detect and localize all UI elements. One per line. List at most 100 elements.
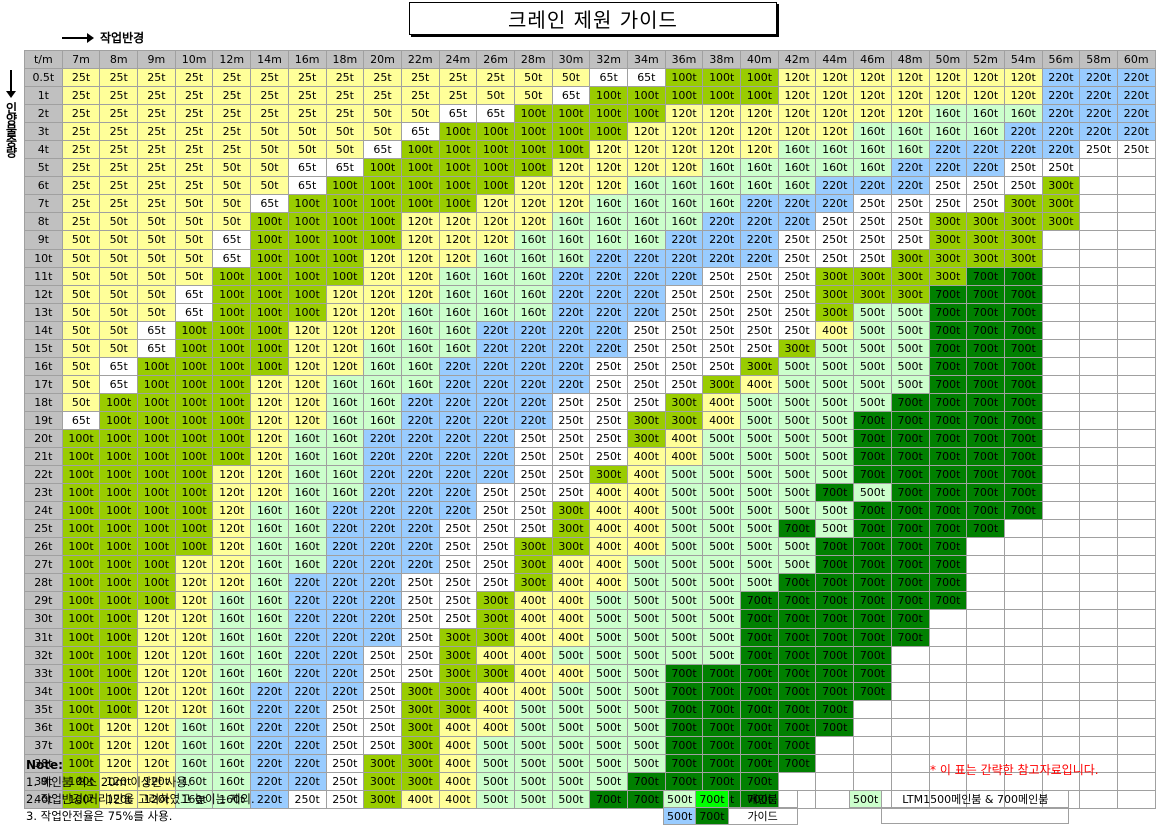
table-cell: 500t (740, 519, 779, 539)
table-cell: 220t (476, 320, 515, 340)
table-cell: 700t (890, 555, 930, 575)
table-cell: 65t (551, 86, 591, 106)
table-cell: 220t (250, 753, 289, 773)
table-cell: 250t (966, 176, 1005, 196)
table-cell: 700t (740, 591, 779, 611)
table-cell: 300t (815, 266, 855, 286)
table-row: 27t 100t 100t 100t 120t 120t 160t 160t 220t 220t 2… (24, 555, 1156, 575)
table-cell: 250t (438, 609, 478, 629)
table-cell: 160t (438, 338, 478, 358)
table-cell: 120t (664, 140, 704, 160)
table-cell: 100t (99, 555, 139, 575)
table-cell: 220t (740, 248, 779, 268)
table-row: 34t 100t 100t 120t 120t 160t 220t 220t 220t 250t 3… (24, 681, 1156, 701)
table-cell: 50t (287, 140, 327, 160)
table-cell: 160t (212, 609, 252, 629)
table-cell (853, 717, 892, 737)
table-cell: 220t (438, 374, 478, 394)
row-header: 19t (24, 410, 63, 430)
table-cell: 25t (61, 68, 101, 88)
table-cell: 100t (250, 302, 289, 322)
table-cell: 700t (740, 609, 779, 629)
table-cell: 100t (61, 465, 101, 485)
table-cell: 120t (513, 212, 553, 232)
table-cell: 160t (966, 104, 1005, 124)
row-header: 37t (24, 735, 63, 755)
table-cell: 500t (702, 555, 742, 575)
table-cell (1116, 699, 1156, 719)
row-header: 31t (24, 627, 63, 647)
table-cell (890, 753, 930, 773)
table-cell: 250t (589, 392, 628, 412)
table-cell: 220t (325, 519, 365, 539)
table-cell: 65t (137, 320, 176, 340)
table-row: 18t 50t 100t 100t 100t 100t 120t 120t 160t 160t 22… (24, 392, 1156, 412)
table-cell: 220t (400, 447, 440, 467)
table-row: 19t 65t 100t 100t 100t 100t 120t 120t 160t 160t 22… (24, 410, 1156, 430)
table-cell: 700t (815, 645, 855, 665)
table-cell: 160t (589, 230, 628, 250)
row-header: 24t (24, 501, 63, 521)
table-cell: 220t (476, 338, 515, 358)
table-cell: 700t (664, 771, 704, 791)
table-cell: 220t (363, 627, 402, 647)
table-cell: 120t (664, 122, 704, 142)
table-cell: 220t (363, 428, 402, 449)
table-cell: 250t (325, 735, 365, 755)
table-cell (890, 717, 930, 737)
table-cell: 120t (589, 158, 628, 178)
table-cell: 50t (551, 68, 591, 88)
table-cell: 65t (287, 176, 327, 196)
table-cell: 120t (137, 645, 176, 665)
table-cell: 50t (174, 266, 214, 286)
table-cell: 25t (61, 140, 101, 160)
table-cell: 250t (627, 374, 666, 394)
table-cell: 65t (250, 194, 289, 214)
table-cell: 700t (928, 428, 968, 449)
table-cell: 700t (928, 338, 968, 358)
table-cell: 700t (890, 519, 930, 539)
table-cell: 500t (702, 591, 742, 611)
table-cell: 120t (476, 194, 515, 214)
table-cell: 100t (287, 284, 327, 304)
table-cell: 220t (551, 338, 591, 358)
table-row: 38t 100t 120t 120t 160t 160t 220t 220t 250t 300t 3… (24, 753, 1156, 773)
table-cell: 160t (815, 140, 855, 160)
table-cell (1079, 735, 1118, 755)
table-cell: 250t (400, 609, 440, 629)
table-cell: 100t (363, 230, 402, 250)
table-cell: 700t (777, 591, 817, 611)
table-cell: 50t (61, 284, 101, 304)
table-cell: 400t (438, 771, 478, 791)
table-cell (1041, 771, 1081, 791)
table-cell: 25t (99, 158, 139, 178)
table-cell: 50t (325, 140, 365, 160)
table-row: 7t 25t 25t 25t 50t 50t 65t 100t 100t 100t 100t 100t… (24, 194, 1156, 214)
table-cell: 65t (61, 410, 101, 430)
row-header: 38t (24, 753, 63, 773)
table-cell: 120t (363, 266, 402, 286)
table-cell: 250t (513, 519, 553, 539)
table-cell: 100t (513, 158, 553, 178)
table-cell: 700t (740, 663, 779, 683)
table-cell: 100t (400, 194, 440, 214)
table-cell: 100t (99, 699, 139, 719)
table-cell: 220t (1079, 86, 1118, 106)
table-cell (928, 717, 968, 737)
table-cell: 220t (1041, 86, 1081, 106)
table-cell: 250t (702, 320, 742, 340)
table-cell: 220t (589, 338, 628, 358)
table-cell: 160t (250, 609, 289, 629)
row-header: 17t (24, 374, 63, 394)
table-cell: 500t (476, 753, 515, 773)
table-cell: 160t (212, 771, 252, 791)
table-cell: 500t (627, 591, 666, 611)
table-cell: 500t (513, 717, 553, 737)
table-cell (1041, 555, 1081, 575)
table-cell: 50t (513, 68, 553, 88)
table-cell (777, 771, 817, 791)
table-cell: 220t (438, 392, 478, 412)
table-cell: 220t (250, 771, 289, 791)
table-cell: 160t (287, 555, 327, 575)
table-cell: 120t (664, 158, 704, 178)
